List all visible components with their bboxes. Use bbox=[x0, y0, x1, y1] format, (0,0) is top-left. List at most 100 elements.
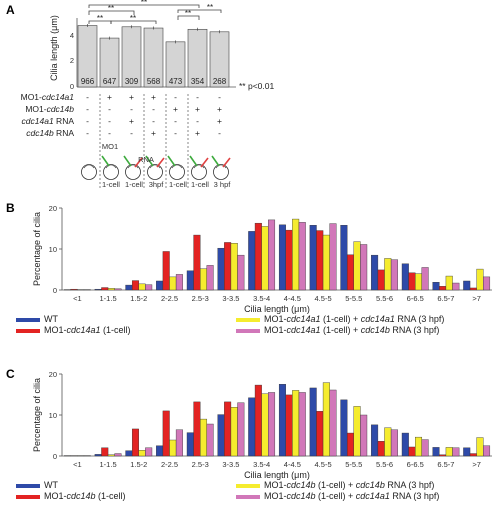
treatment-sign: + bbox=[217, 116, 222, 126]
bar bbox=[170, 440, 177, 456]
x-tick-label: 1.5-2 bbox=[130, 294, 147, 303]
bar bbox=[126, 451, 133, 456]
significance-mark: ** bbox=[141, 0, 147, 7]
y-tick-label: 0 bbox=[53, 286, 57, 295]
row-label: MO1-cdc14a1 bbox=[21, 92, 75, 102]
x-tick-label: 4-4.5 bbox=[284, 294, 301, 303]
x-tick-label: 5.5-6 bbox=[376, 460, 393, 469]
y-tick-label: 10 bbox=[49, 245, 57, 254]
bar bbox=[194, 402, 201, 456]
legend-swatch bbox=[236, 318, 260, 322]
bar bbox=[323, 235, 330, 290]
treatment-sign: - bbox=[86, 116, 89, 126]
bar bbox=[248, 231, 255, 290]
bar bbox=[371, 255, 378, 290]
panel-a-ytick: 2 bbox=[70, 56, 74, 65]
bar bbox=[316, 231, 323, 290]
bar bbox=[360, 244, 367, 290]
rna-needle-icon bbox=[223, 158, 230, 167]
embryo-outline bbox=[192, 165, 207, 180]
bar bbox=[145, 448, 152, 456]
bar bbox=[433, 282, 440, 290]
bar bbox=[354, 242, 361, 290]
bar bbox=[231, 243, 238, 290]
bar bbox=[200, 419, 207, 456]
bar bbox=[292, 390, 299, 456]
legend-label: MO1-cdc14a1 (1-cell) + cdc14b RNA (3 hpf… bbox=[264, 325, 439, 335]
mo-needle-icon bbox=[168, 156, 175, 166]
x-tick-label: 3-3.5 bbox=[222, 460, 239, 469]
x-tick-label: 3.5-4 bbox=[253, 294, 270, 303]
bar bbox=[415, 274, 422, 290]
treatment-sign: - bbox=[108, 128, 111, 138]
significance-note: ** p<0.01 bbox=[239, 81, 274, 91]
bar bbox=[262, 394, 269, 456]
mo-needle-icon bbox=[190, 156, 197, 166]
bar bbox=[453, 448, 460, 456]
bar bbox=[101, 288, 108, 290]
bar bbox=[71, 289, 78, 290]
treatment-sign: + bbox=[151, 92, 156, 102]
stage-label: 1-cell bbox=[125, 180, 143, 189]
bar bbox=[248, 398, 255, 456]
bar bbox=[279, 225, 286, 290]
bar bbox=[108, 455, 115, 456]
bar bbox=[316, 411, 323, 456]
bar bbox=[268, 220, 275, 290]
bar bbox=[163, 251, 170, 290]
panel-a-ylabel: Cilia length (μm) bbox=[49, 15, 59, 81]
bar bbox=[238, 255, 245, 290]
treatment-sign: - bbox=[196, 116, 199, 126]
bar bbox=[238, 403, 245, 456]
bar bbox=[187, 271, 194, 290]
treatment-sign: - bbox=[174, 116, 177, 126]
y-axis-label: Percentage of cilia bbox=[32, 378, 42, 452]
bar bbox=[378, 441, 385, 456]
bar bbox=[224, 242, 231, 290]
stage-label: 1-cell bbox=[102, 180, 120, 189]
bar bbox=[446, 276, 453, 290]
bar bbox=[200, 269, 207, 290]
x-tick-label: 2.5-3 bbox=[192, 460, 209, 469]
bar bbox=[385, 258, 392, 290]
x-tick-label: 5-5.5 bbox=[345, 460, 362, 469]
bar bbox=[310, 225, 317, 290]
bar bbox=[163, 411, 170, 456]
y-axis-label: Percentage of cilia bbox=[32, 212, 42, 286]
panel-c-letter: C bbox=[6, 367, 15, 381]
legend-swatch bbox=[16, 318, 40, 322]
bar bbox=[402, 433, 409, 456]
legend-label: MO1-cdc14a1 (1-cell) + cdc14a1 RNA (3 hp… bbox=[264, 314, 444, 324]
bar bbox=[409, 447, 416, 456]
embryo-outline bbox=[126, 165, 141, 180]
x-tick-label: 5-5.5 bbox=[345, 294, 362, 303]
x-tick-label: 2.5-3 bbox=[192, 294, 209, 303]
bar bbox=[409, 273, 416, 290]
x-tick-label: 4.5-5 bbox=[315, 460, 332, 469]
x-axis-label: Cilia length (μm) bbox=[244, 304, 310, 314]
bar bbox=[391, 430, 398, 456]
x-tick-label: 6.5-7 bbox=[437, 460, 454, 469]
bar bbox=[255, 385, 262, 456]
bar bbox=[176, 430, 183, 456]
mo-needle-icon bbox=[102, 156, 109, 166]
bar bbox=[299, 222, 306, 290]
treatment-sign: - bbox=[108, 104, 111, 114]
x-tick-label: 3-3.5 bbox=[222, 294, 239, 303]
bar bbox=[115, 454, 122, 456]
treatment-sign: - bbox=[174, 128, 177, 138]
bar bbox=[385, 428, 392, 456]
x-tick-label: >7 bbox=[472, 460, 481, 469]
treatment-sign: - bbox=[130, 104, 133, 114]
x-tick-label: 5.5-6 bbox=[376, 294, 393, 303]
bar bbox=[360, 415, 367, 456]
bar bbox=[194, 235, 201, 290]
bar-count-label: 309 bbox=[125, 77, 139, 86]
bar bbox=[170, 277, 177, 290]
bar bbox=[299, 392, 306, 456]
treatment-sign: - bbox=[218, 128, 221, 138]
bar bbox=[231, 407, 238, 456]
y-tick-label: 0 bbox=[53, 452, 57, 461]
